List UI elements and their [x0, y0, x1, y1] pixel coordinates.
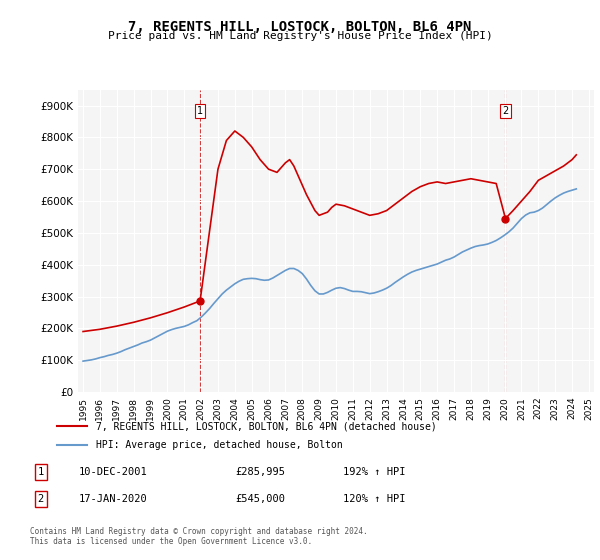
Text: 120% ↑ HPI: 120% ↑ HPI: [343, 494, 406, 504]
Text: Contains HM Land Registry data © Crown copyright and database right 2024.
This d: Contains HM Land Registry data © Crown c…: [30, 526, 368, 546]
Text: Price paid vs. HM Land Registry's House Price Index (HPI): Price paid vs. HM Land Registry's House …: [107, 31, 493, 41]
Text: £285,995: £285,995: [235, 467, 285, 477]
Text: 1: 1: [197, 106, 203, 116]
Text: 10-DEC-2001: 10-DEC-2001: [79, 467, 148, 477]
Text: 17-JAN-2020: 17-JAN-2020: [79, 494, 148, 504]
Text: 2: 2: [502, 106, 509, 116]
Text: 192% ↑ HPI: 192% ↑ HPI: [343, 467, 406, 477]
Text: £545,000: £545,000: [235, 494, 285, 504]
Text: HPI: Average price, detached house, Bolton: HPI: Average price, detached house, Bolt…: [95, 440, 342, 450]
Text: 7, REGENTS HILL, LOSTOCK, BOLTON, BL6 4PN: 7, REGENTS HILL, LOSTOCK, BOLTON, BL6 4P…: [128, 20, 472, 34]
Text: 2: 2: [38, 494, 44, 504]
Text: 7, REGENTS HILL, LOSTOCK, BOLTON, BL6 4PN (detached house): 7, REGENTS HILL, LOSTOCK, BOLTON, BL6 4P…: [95, 421, 436, 431]
Text: 1: 1: [38, 467, 44, 477]
